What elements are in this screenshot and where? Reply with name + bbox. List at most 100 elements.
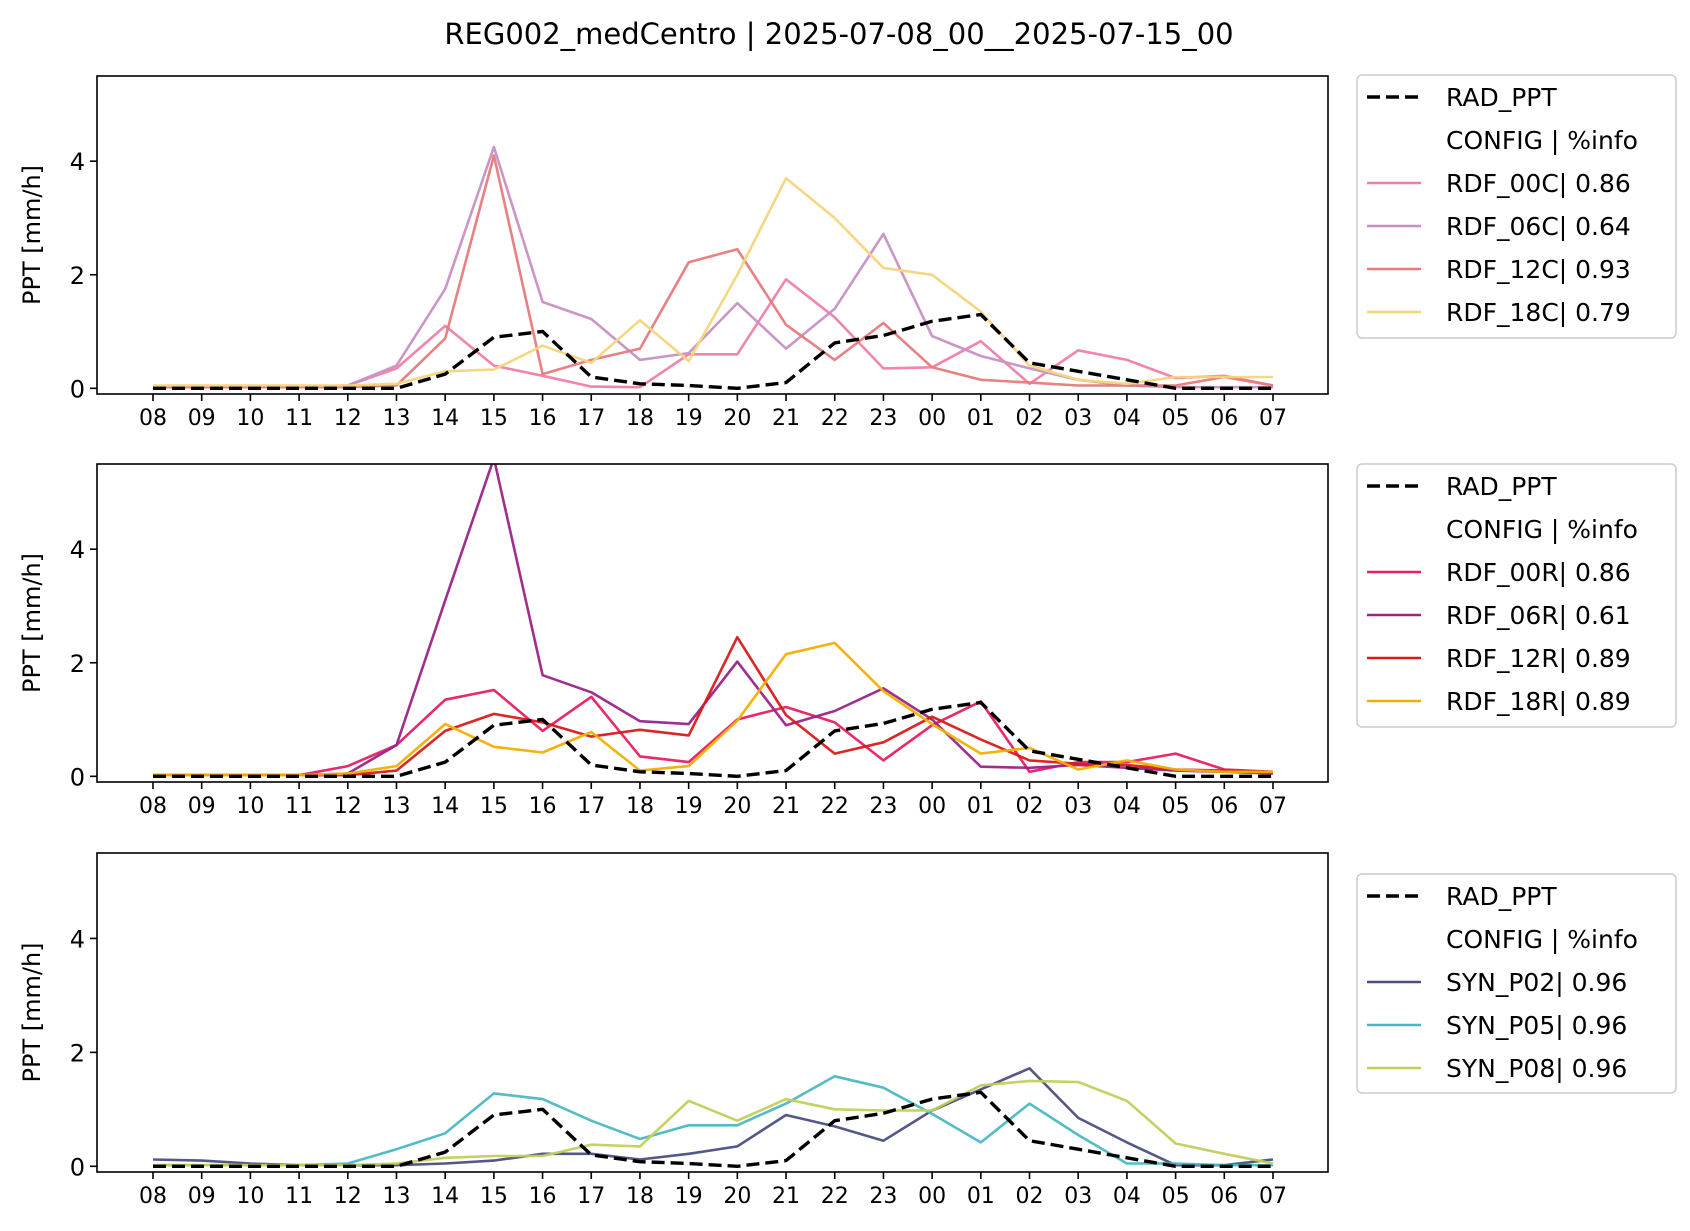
legend-header: CONFIG | %info bbox=[1446, 515, 1638, 544]
y-tick-label: 0 bbox=[70, 375, 85, 403]
x-tick-label: 02 bbox=[1016, 1184, 1044, 1209]
series-line-rdf-18r bbox=[153, 641, 1273, 777]
y-tick-label: 0 bbox=[70, 763, 85, 791]
legend-label: RDF_12R| 0.89 bbox=[1446, 644, 1631, 673]
x-tick-label: 04 bbox=[1113, 1184, 1141, 1209]
x-tick-label: 10 bbox=[236, 794, 264, 819]
series-line-rdf-18c bbox=[153, 176, 1273, 387]
legend-label: RDF_18R| 0.89 bbox=[1446, 687, 1631, 716]
x-tick-label: 08 bbox=[139, 794, 167, 819]
series-line-syn-p05 bbox=[153, 1075, 1273, 1167]
x-tick-label: 00 bbox=[918, 1184, 946, 1209]
legend-label: RAD_PPT bbox=[1446, 472, 1557, 501]
plot-frame bbox=[96, 852, 1329, 1173]
x-tick-label: 22 bbox=[821, 406, 849, 431]
x-tick-label: 10 bbox=[236, 1184, 264, 1209]
x-tick-label: 21 bbox=[772, 1184, 800, 1209]
x-tick-label: 18 bbox=[626, 1184, 654, 1209]
x-tick-label: 15 bbox=[480, 406, 508, 431]
x-tick-label: 09 bbox=[188, 406, 216, 431]
x-tick-label: 03 bbox=[1064, 794, 1092, 819]
legend-label: RDF_06R| 0.61 bbox=[1446, 601, 1631, 630]
y-tick-label: 4 bbox=[70, 536, 85, 564]
x-tick-label: 05 bbox=[1162, 794, 1190, 819]
x-tick-label: 11 bbox=[285, 1184, 313, 1209]
x-tick-label: 17 bbox=[577, 794, 605, 819]
x-tick-label: 12 bbox=[334, 794, 362, 819]
legend-label: RDF_06C| 0.64 bbox=[1446, 212, 1631, 241]
x-tick-label: 08 bbox=[139, 406, 167, 431]
x-tick-label: 07 bbox=[1259, 1184, 1287, 1209]
x-tick-label: 23 bbox=[869, 406, 897, 431]
legend-label: RDF_00C| 0.86 bbox=[1446, 169, 1631, 198]
x-tick-label: 08 bbox=[139, 1184, 167, 1209]
series-line-syn-p08 bbox=[153, 1079, 1274, 1167]
legend-header: CONFIG | %info bbox=[1446, 126, 1638, 155]
x-tick-label: 19 bbox=[675, 794, 703, 819]
x-tick-label: 21 bbox=[772, 406, 800, 431]
plot-frame bbox=[96, 75, 1329, 395]
series-line-rad-ppt bbox=[153, 700, 1273, 778]
series-lines bbox=[152, 1067, 1274, 1169]
x-tick-label: 03 bbox=[1064, 1184, 1092, 1209]
x-tick-label: 00 bbox=[918, 406, 946, 431]
legend-label: SYN_P02| 0.96 bbox=[1446, 968, 1627, 997]
x-tick-label: 21 bbox=[772, 794, 800, 819]
series-line-rdf-12r bbox=[153, 635, 1274, 777]
x-tick-label: 10 bbox=[236, 406, 264, 431]
series-line-rad-ppt bbox=[153, 1090, 1273, 1169]
series-line-rad-ppt bbox=[153, 312, 1273, 390]
x-tick-label: 23 bbox=[869, 1184, 897, 1209]
x-tick-label: 17 bbox=[577, 406, 605, 431]
x-tick-label: 20 bbox=[723, 406, 751, 431]
x-tick-label: 13 bbox=[382, 406, 410, 431]
y-tick-label: 0 bbox=[70, 1153, 85, 1181]
x-tick-label: 01 bbox=[967, 794, 995, 819]
x-tick-label: 06 bbox=[1210, 1184, 1238, 1209]
y-tick-label: 2 bbox=[70, 1039, 85, 1067]
plot-frame bbox=[96, 463, 1329, 783]
x-tick-label: 06 bbox=[1210, 794, 1238, 819]
x-tick-label: 16 bbox=[529, 794, 557, 819]
x-tick-label: 03 bbox=[1064, 406, 1092, 431]
series-line-rdf-00r bbox=[153, 688, 1274, 777]
x-tick-label: 05 bbox=[1162, 406, 1190, 431]
y-tick-label: 2 bbox=[70, 650, 85, 678]
x-tick-label: 09 bbox=[188, 794, 216, 819]
x-tick-label: 04 bbox=[1113, 794, 1141, 819]
x-tick-label: 14 bbox=[431, 406, 459, 431]
series-lines bbox=[153, 464, 1274, 778]
y-axis-label: PPT [mm/h] bbox=[18, 165, 46, 305]
legend-box bbox=[1356, 74, 1677, 339]
legend: RAD_PPT CONFIG | %info SYN_P02| 0.96 SYN_P0… bbox=[1356, 873, 1677, 1094]
x-tick-label: 12 bbox=[334, 406, 362, 431]
x-tick-label: 07 bbox=[1259, 794, 1287, 819]
legend-label: RDF_00R| 0.86 bbox=[1446, 558, 1631, 587]
x-tick-label: 14 bbox=[431, 1184, 459, 1209]
legend-label: RDF_12C| 0.93 bbox=[1446, 255, 1631, 284]
legend-box bbox=[1356, 873, 1677, 1094]
x-tick-label: 06 bbox=[1210, 406, 1238, 431]
x-tick-label: 02 bbox=[1016, 406, 1044, 431]
y-axis-label: PPT [mm/h] bbox=[18, 942, 46, 1082]
x-tick-label: 18 bbox=[626, 406, 654, 431]
legend-label: RAD_PPT bbox=[1446, 882, 1557, 911]
x-tick-label: 23 bbox=[869, 794, 897, 819]
y-tick-label: 2 bbox=[70, 262, 85, 290]
x-tick-label: 11 bbox=[285, 406, 313, 431]
figure-title: REG002_medCentro | 2025-07-08_00__2025-0… bbox=[444, 17, 1233, 51]
series-line-rdf-12c bbox=[153, 154, 1274, 389]
y-tick-label: 4 bbox=[70, 925, 85, 953]
x-tick-label: 20 bbox=[723, 794, 751, 819]
x-tick-label: 19 bbox=[675, 406, 703, 431]
legend-label: RDF_18C| 0.79 bbox=[1446, 298, 1631, 327]
x-tick-label: 13 bbox=[382, 794, 410, 819]
x-tick-label: 01 bbox=[967, 406, 995, 431]
legend-header: CONFIG | %info bbox=[1446, 925, 1638, 954]
legend: RAD_PPT CONFIG | %info RDF_00R| 0.86 RDF_06… bbox=[1356, 463, 1677, 728]
x-tick-label: 00 bbox=[918, 794, 946, 819]
